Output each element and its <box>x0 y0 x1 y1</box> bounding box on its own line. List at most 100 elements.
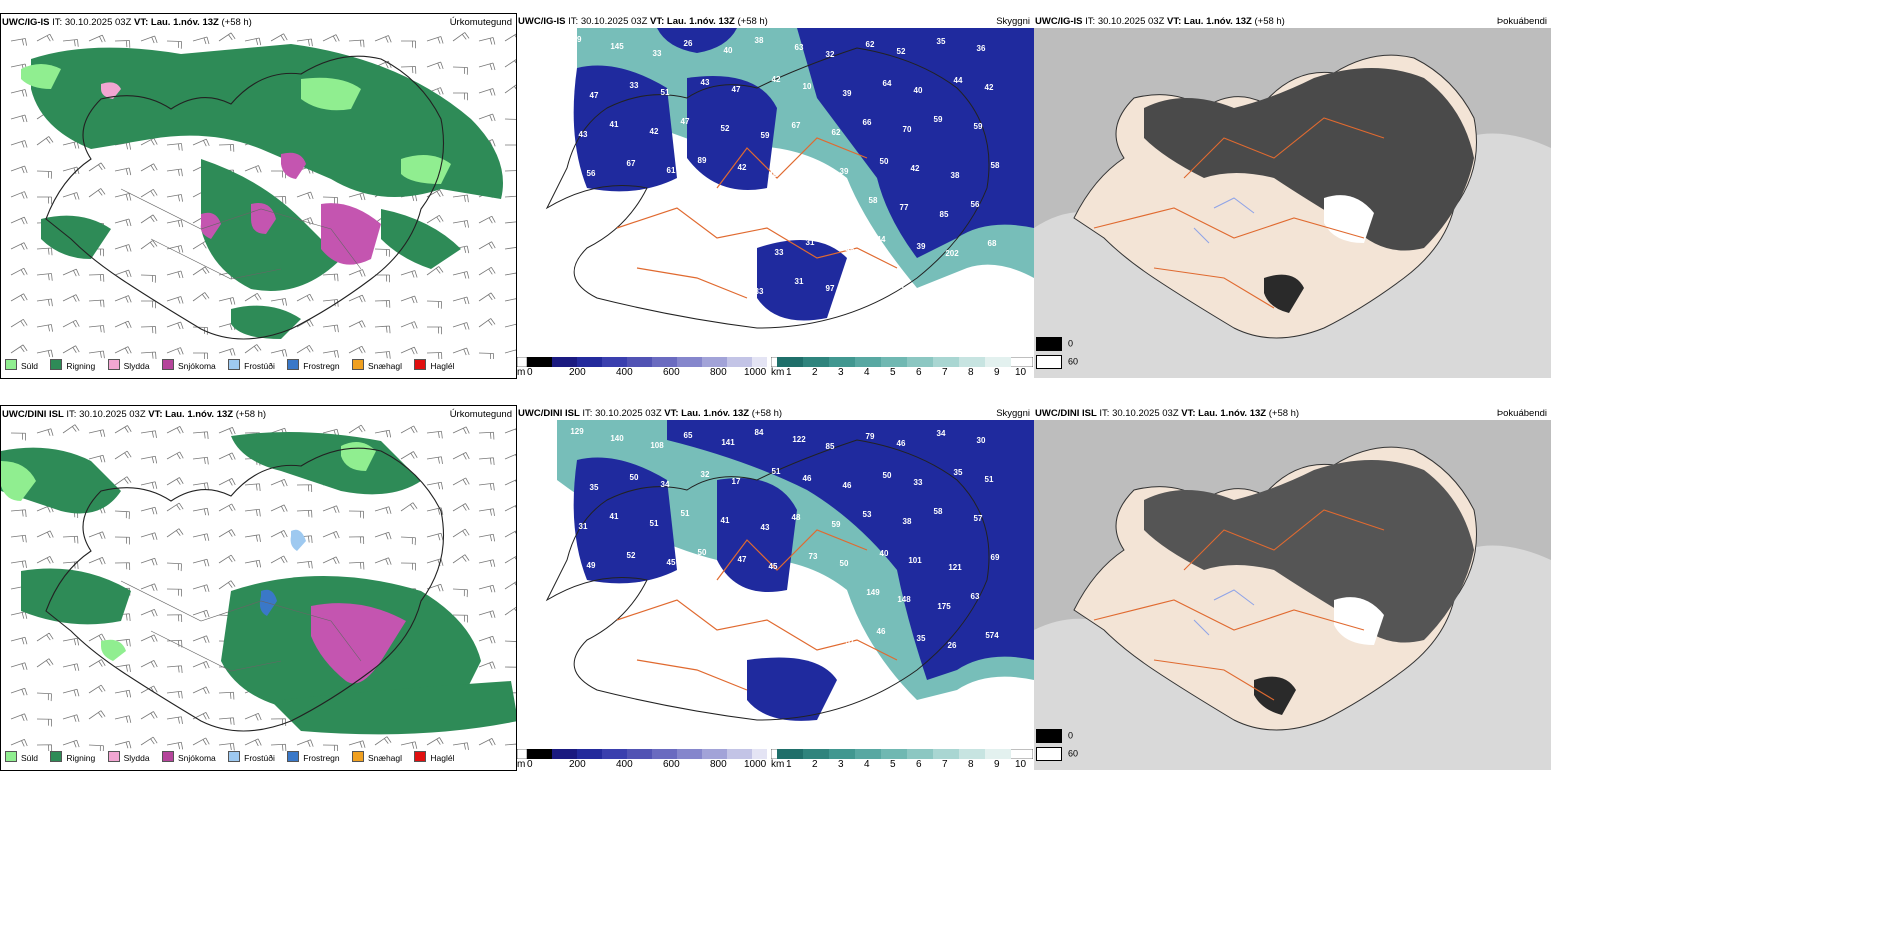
visibility-value: 35 <box>590 483 599 492</box>
wind-barb <box>114 218 132 227</box>
legend-swatch <box>414 751 427 762</box>
vt-label: VT: <box>664 408 679 419</box>
wind-barb <box>452 503 470 512</box>
elevation-colorbar-ramp <box>517 357 767 367</box>
wind-barb <box>114 638 131 647</box>
elevation-tick: 800 <box>710 759 727 770</box>
visibility-value: 68 <box>988 239 997 248</box>
wind-barb <box>88 659 106 668</box>
wind-barb <box>348 424 366 434</box>
wind-barb <box>88 162 106 172</box>
legend-item: Slydda <box>107 359 150 371</box>
visibility-value: 202 <box>945 249 959 258</box>
wind-barb <box>270 33 288 42</box>
wind-barb <box>114 269 132 278</box>
wind-barb <box>504 743 516 751</box>
visibility-tick: 5 <box>890 367 896 378</box>
visibility-value: 122 <box>792 435 806 444</box>
wind-barb <box>36 136 54 146</box>
visibility-tick: 4 <box>864 367 870 378</box>
wind-barb <box>36 298 53 307</box>
visibility-value: 50 <box>840 559 849 568</box>
visibility-tick: 3 <box>838 759 844 770</box>
visibility-value: 47 <box>590 91 599 100</box>
wind-barb <box>426 36 444 44</box>
precip-areas <box>1 432 516 735</box>
elevation-tick: 200 <box>569 759 586 770</box>
wind-barb <box>62 663 80 671</box>
elevation-colorbar-labels: m 0 200 400 600 800 1000 <box>517 367 777 379</box>
wind-barb <box>504 606 516 616</box>
wind-barb <box>400 270 418 278</box>
wind-barb <box>504 118 516 127</box>
wind-barb <box>218 297 236 305</box>
wind-barb <box>322 34 340 42</box>
wind-barb <box>374 274 390 283</box>
wind-barb <box>166 716 183 724</box>
legend-item: Rigning <box>50 359 95 371</box>
wind-barb <box>348 536 365 545</box>
wind-barb <box>36 170 52 179</box>
visibility-value: 37 <box>937 288 946 297</box>
wind-barb <box>10 687 28 696</box>
wind-barb <box>36 33 54 42</box>
wind-barb <box>400 321 418 329</box>
wind-barb <box>88 633 106 642</box>
visibility-value: 40 <box>880 549 889 558</box>
wind-barb <box>114 193 132 201</box>
legend-label: Haglél <box>430 361 455 371</box>
visibility-tick: 6 <box>916 367 922 378</box>
wind-barb <box>62 268 80 277</box>
visibility-value: 40 <box>914 86 923 95</box>
it-label: IT: <box>1085 16 1096 27</box>
elevation-colorbar-ramp <box>517 749 767 759</box>
wind-barb <box>452 742 469 750</box>
visibility-value: 63 <box>795 43 804 52</box>
wind-barb <box>140 557 158 566</box>
visibility-value: 47 <box>681 117 690 126</box>
wind-barb <box>192 507 210 516</box>
visibility-value: 34 <box>661 480 670 489</box>
wind-barb <box>218 32 236 42</box>
wind-barb <box>140 274 156 283</box>
wind-barb <box>140 163 158 172</box>
visibility-value: 36 <box>616 590 625 599</box>
parameter-name: Úrkomutegund <box>449 17 512 28</box>
precip-type-panel-row1: UWC/IG-IS IT: 30.10.2025 03Z VT: Lau. 1.… <box>0 13 517 379</box>
fog-legend-high-label: 0 <box>1068 730 1074 741</box>
wind-barb <box>62 39 79 47</box>
wind-barb <box>192 635 210 644</box>
elevation-tick: 1000 <box>744 759 767 770</box>
wind-barb <box>504 323 516 331</box>
elevation-tick: 600 <box>663 367 680 378</box>
wind-barb <box>62 688 80 697</box>
visibility-value: 47 <box>732 85 741 94</box>
wind-barb <box>166 143 183 151</box>
wind-barb <box>296 484 313 493</box>
wind-barb <box>10 534 27 543</box>
wind-barb <box>244 712 262 721</box>
visibility-value: 79 <box>829 206 838 215</box>
fog-index-panel-row1: UWC/IG-IS IT: 30.10.2025 03Z VT: Lau. 1.… <box>1034 13 1551 379</box>
wind-barb <box>140 351 157 359</box>
visibility-value: 62 <box>832 128 841 137</box>
legend-swatch <box>352 359 364 370</box>
wind-barb <box>140 35 158 44</box>
wind-barb <box>166 245 184 253</box>
legend-item: Súld <box>5 359 38 371</box>
visibility-value: 59 <box>934 115 943 124</box>
visibility-value: 51 <box>650 519 659 528</box>
lead-time: (+58 h) <box>1268 408 1300 419</box>
wind-barb <box>36 632 54 642</box>
legend-label: Súld <box>21 753 39 763</box>
visibility-value: 46 <box>843 481 852 490</box>
visibility-unit: km <box>771 367 785 378</box>
vt-label: VT: <box>650 16 665 27</box>
wind-barb <box>296 344 314 354</box>
wind-barb <box>426 507 444 515</box>
elevation-unit: m <box>517 367 526 378</box>
visibility-value: 59 <box>761 131 770 140</box>
wind-barb <box>374 351 391 359</box>
wind-barb <box>504 84 516 94</box>
elevation-colorbar-labels: m 0 200 400 600 800 1000 <box>517 759 777 771</box>
